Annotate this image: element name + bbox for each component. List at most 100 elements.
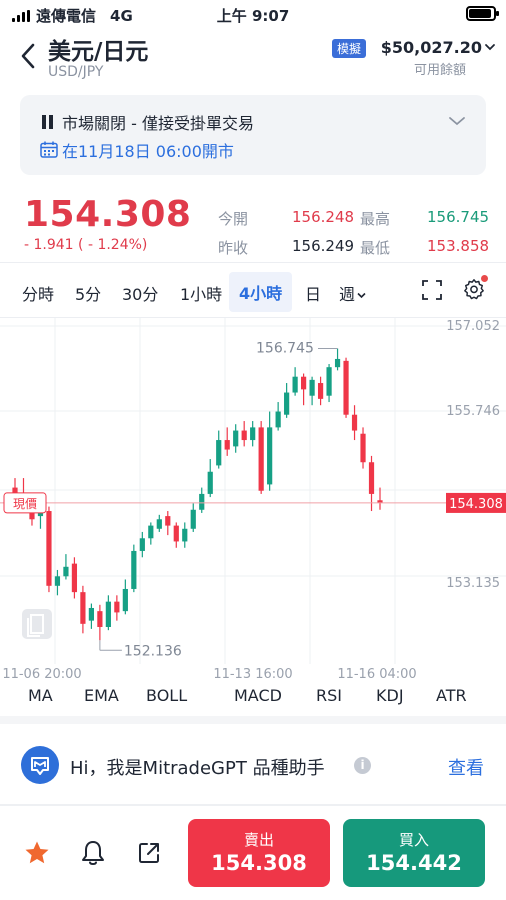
chevron-down-icon[interactable] <box>484 42 496 52</box>
tab-30m[interactable]: 30分 <box>122 285 159 304</box>
section-divider <box>0 716 506 724</box>
candle-body <box>114 601 120 613</box>
y-tick-label: 155.746 <box>446 404 500 419</box>
price-change: - 1.941 ( - 1.24%) <box>24 237 148 253</box>
indicator-boll[interactable]: BOLL <box>146 686 188 705</box>
status-bar: 遠傳電信 4G 上午 9:07 <box>0 0 506 28</box>
candlestick-chart[interactable]: 157.052 155.746 153.135 156.745 152.136 現價 154… <box>0 318 506 684</box>
demo-mode-badge: 模擬 <box>331 39 366 58</box>
candle-body <box>267 427 273 485</box>
candle-body <box>148 525 154 539</box>
assistant-banner[interactable]: Hi，我是MitradeGPT 品種助手 i 查看 <box>0 724 506 804</box>
indicator-atr[interactable]: ATR <box>436 686 467 705</box>
clock: 上午 9:07 <box>216 7 290 25</box>
candle-body <box>190 509 196 529</box>
info-icon[interactable]: i <box>354 757 371 774</box>
back-arrow-icon[interactable] <box>18 42 42 70</box>
candle-body <box>182 528 188 542</box>
fullscreen-icon[interactable] <box>422 280 442 300</box>
current-price: 154.308 <box>24 194 192 235</box>
candle-body <box>334 358 341 368</box>
account-balance[interactable]: $50,027.20 <box>380 38 482 57</box>
sell-button[interactable]: 賣出 154.308 <box>188 819 330 887</box>
sell-label: 賣出 <box>243 831 274 849</box>
candle-body <box>71 563 78 593</box>
candle-body <box>173 525 179 542</box>
candle-body <box>351 414 358 431</box>
header: 美元/日元 USD/JPY 模擬 $50,027.20 可用餘額 <box>0 28 506 88</box>
share-icon[interactable] <box>137 841 161 865</box>
price-alert-bell-icon[interactable] <box>80 839 106 867</box>
open-label: 今開 <box>218 210 249 228</box>
candle-body <box>139 538 145 551</box>
tab-week[interactable]: 週 <box>339 281 366 305</box>
candle-body <box>131 550 137 589</box>
signal-icon <box>12 9 30 22</box>
candle-body <box>301 376 307 390</box>
indicator-ma[interactable]: MA <box>28 686 53 705</box>
assistant-view-link[interactable]: 查看 <box>448 758 484 779</box>
candle-body <box>360 433 366 463</box>
market-closed-notice[interactable]: 市場關閉 - 僅接受掛單交易 在11月18日 06:00開市 <box>20 95 486 175</box>
candle-body <box>105 601 111 627</box>
expand-chevron-icon[interactable] <box>448 115 466 127</box>
market-open-time: 在11月18日 06:00開市 <box>62 142 234 161</box>
candle-body <box>377 500 383 503</box>
assistant-greeting: Hi，我是MitradeGPT 品種助手 <box>70 758 325 779</box>
indicator-ema[interactable]: EMA <box>84 686 119 705</box>
candle-body <box>292 376 298 393</box>
drawing-tool-button[interactable] <box>22 609 52 639</box>
indicator-macd[interactable]: MACD <box>234 686 282 705</box>
candle-body <box>88 607 94 621</box>
tab-week-label: 週 <box>339 285 356 304</box>
sell-price: 154.308 <box>211 851 307 875</box>
copy-icon <box>27 614 44 637</box>
candle-body <box>199 493 205 510</box>
low-marker-label: 152.136 <box>124 643 182 659</box>
buy-price: 154.442 <box>366 851 462 875</box>
candle-body <box>284 392 290 415</box>
buy-button[interactable]: 買入 154.442 <box>343 819 485 887</box>
notification-dot <box>481 275 488 282</box>
x-tick-label: 11-13 16:00 <box>213 667 292 682</box>
candle-body <box>224 440 230 450</box>
current-price-axis-box <box>446 492 506 513</box>
candle-body <box>343 360 349 415</box>
favorite-star-icon[interactable] <box>24 840 50 866</box>
market-status-text: 市場關閉 - 僅接受掛單交易 <box>62 114 254 133</box>
candle-body <box>326 367 332 396</box>
network-type: 4G <box>110 6 133 25</box>
assistant-icon <box>21 746 59 784</box>
high-marker-label: 156.745 <box>256 340 314 356</box>
pause-icon <box>42 115 54 129</box>
tab-1m-line[interactable]: 分時 <box>22 285 55 304</box>
candle-body <box>275 411 281 428</box>
prev-close-value: 156.249 <box>292 237 355 255</box>
candle-body <box>250 427 256 441</box>
y-tick-label: 157.052 <box>446 319 500 334</box>
tab-5m[interactable]: 5分 <box>75 285 102 304</box>
candle-body <box>12 487 18 494</box>
indicator-rsi[interactable]: RSI <box>316 686 342 705</box>
page-title: 美元/日元 <box>48 39 149 65</box>
candle-body <box>80 592 86 624</box>
x-tick-label: 11-06 20:00 <box>2 667 81 682</box>
candle-body <box>165 516 171 526</box>
tab-1d[interactable]: 日 <box>305 285 322 304</box>
calendar-icon <box>40 141 58 158</box>
indicator-bar: MA EMA BOLL MACD RSI KDJ ATR <box>0 684 506 712</box>
x-tick-label: 11-16 04:00 <box>337 667 416 682</box>
buy-label: 買入 <box>398 831 429 849</box>
candle-body <box>368 462 375 494</box>
tab-4h[interactable]: 4小時 <box>229 272 293 312</box>
current-price-tag <box>3 492 47 514</box>
candle-body <box>258 427 264 491</box>
indicator-kdj[interactable]: KDJ <box>376 686 404 705</box>
candle-body <box>54 576 61 586</box>
chevron-down-icon <box>357 292 366 299</box>
carrier: 遠傳電信 <box>36 7 97 25</box>
settings-gear-icon[interactable] <box>463 278 485 300</box>
candle-body <box>207 471 213 494</box>
candle-body <box>309 379 315 396</box>
tab-1h[interactable]: 1小時 <box>180 285 223 304</box>
